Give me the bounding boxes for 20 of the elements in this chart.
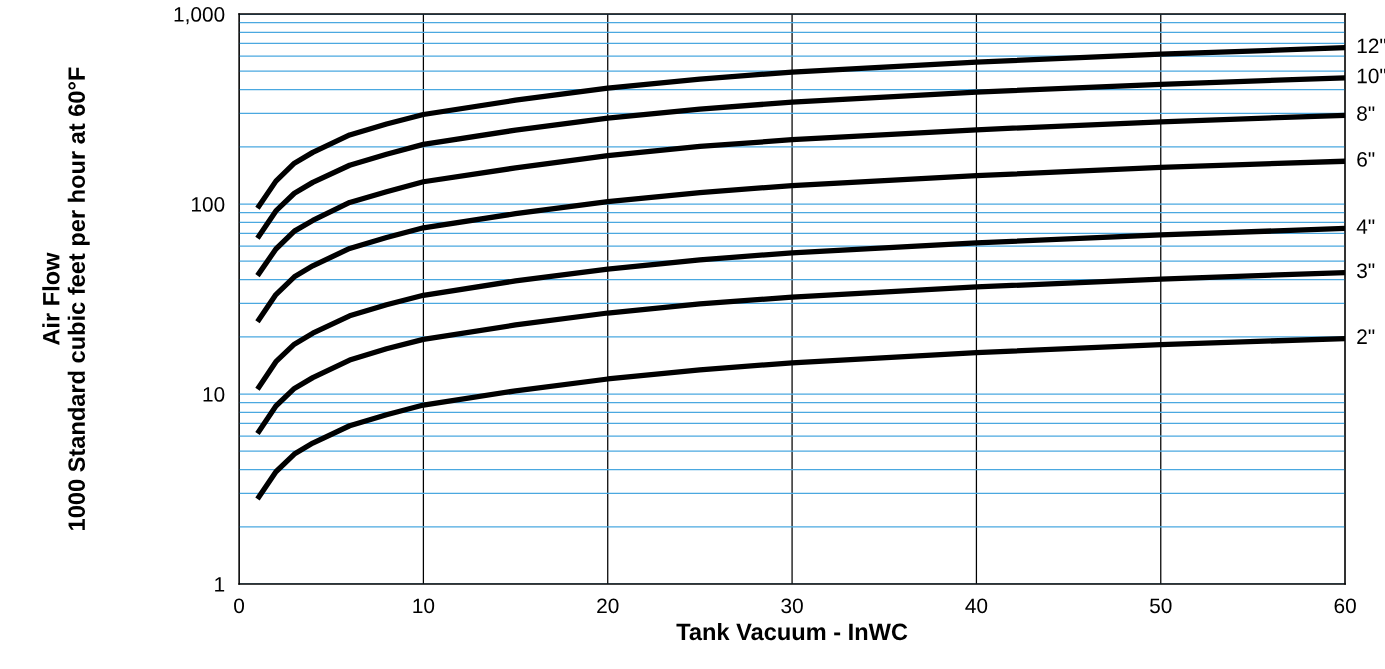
y-tick-label: 1 [215,577,225,592]
series-label: 10" [1357,68,1385,84]
x-tick-label: 30 [781,598,803,614]
series-label: 12" [1357,38,1385,54]
series-label: 2" [1357,329,1375,344]
x-tick-label: 20 [597,598,619,614]
x-tick-label: 10 [413,598,435,614]
y-tick-label: 1,000 [174,7,225,25]
x-axis-title: Tank Vacuum - InWC [676,622,908,641]
y-axis-title: Air Flow 1000 Standard cubic feet per hour at 60°F [42,67,90,530]
y-tick-label: 100 [191,197,225,212]
series-label: 3" [1357,263,1375,279]
y-tick-label: 10 [203,387,225,402]
x-tick-label: 50 [1150,598,1172,614]
series-label: 8" [1357,106,1375,121]
x-tick-label: 0 [234,598,245,614]
series-label: 6" [1357,152,1375,167]
x-tick-label: 60 [1334,598,1356,614]
x-tick-label: 40 [965,598,988,614]
series-label: 4" [1356,219,1375,234]
